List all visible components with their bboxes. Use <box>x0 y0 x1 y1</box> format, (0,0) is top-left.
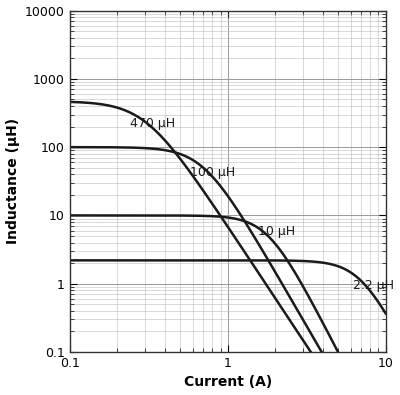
Text: 2.2 μH: 2.2 μH <box>353 279 394 292</box>
Y-axis label: Inductance (μH): Inductance (μH) <box>6 118 20 245</box>
Text: 100 μH: 100 μH <box>190 166 236 179</box>
Text: 470 μH: 470 μH <box>130 117 175 130</box>
X-axis label: Current (A): Current (A) <box>184 375 272 389</box>
Text: 10 μH: 10 μH <box>258 225 295 238</box>
